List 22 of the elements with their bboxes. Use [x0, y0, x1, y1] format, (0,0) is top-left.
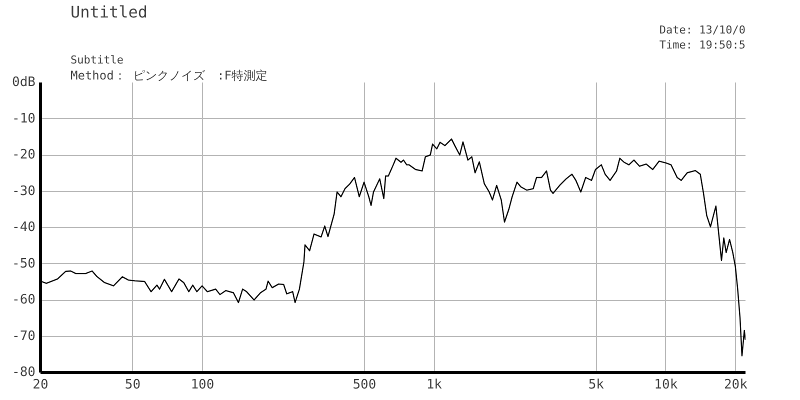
text: Method： ピンクノイズ :F特測定: [70, 68, 268, 82]
y-tick-label: -40: [12, 220, 36, 235]
text: Date: 13/10/0: [659, 24, 746, 36]
text: Time: 19:50:5: [659, 38, 746, 52]
chart-subtitle: Subtitle: [70, 54, 124, 66]
x-tick-label: 20: [32, 378, 48, 392]
y-tick-label: -80: [12, 365, 36, 380]
x-tick-label: 10k: [654, 378, 678, 392]
x-tick-label: 500: [352, 378, 376, 392]
x-tick-label: 5k: [588, 378, 604, 392]
y-tick-label: -30: [12, 184, 36, 199]
y-tick-label: -70: [12, 328, 36, 344]
chart-title: Untitled: [70, 2, 148, 22]
y-tick-label: -50: [12, 256, 36, 272]
x-tick-label: 100: [190, 378, 214, 392]
y-tick-label: 0dB: [12, 75, 36, 90]
x-tick-label: 1k: [426, 378, 442, 392]
y-tick-label: -60: [12, 292, 36, 308]
x-tick-label: 50: [124, 378, 141, 392]
x-tick-label: 20k: [724, 378, 748, 392]
y-tick-label: -10: [12, 111, 36, 126]
y-tick-label: -20: [12, 148, 36, 162]
